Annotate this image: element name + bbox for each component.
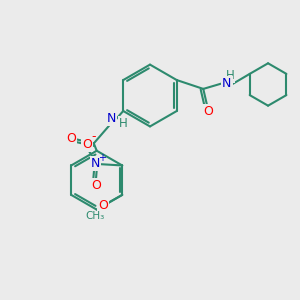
Text: CH₃: CH₃ [85, 212, 105, 221]
Text: O: O [91, 179, 101, 192]
Text: H: H [225, 69, 234, 82]
Text: O: O [82, 138, 92, 151]
Text: O: O [203, 105, 213, 118]
Text: H: H [119, 117, 128, 130]
Text: N: N [222, 76, 232, 89]
Text: O: O [66, 132, 76, 145]
Text: N: N [107, 112, 116, 125]
Text: N: N [91, 158, 100, 170]
Text: -: - [91, 130, 96, 143]
Text: +: + [98, 152, 106, 163]
Text: O: O [98, 199, 108, 212]
